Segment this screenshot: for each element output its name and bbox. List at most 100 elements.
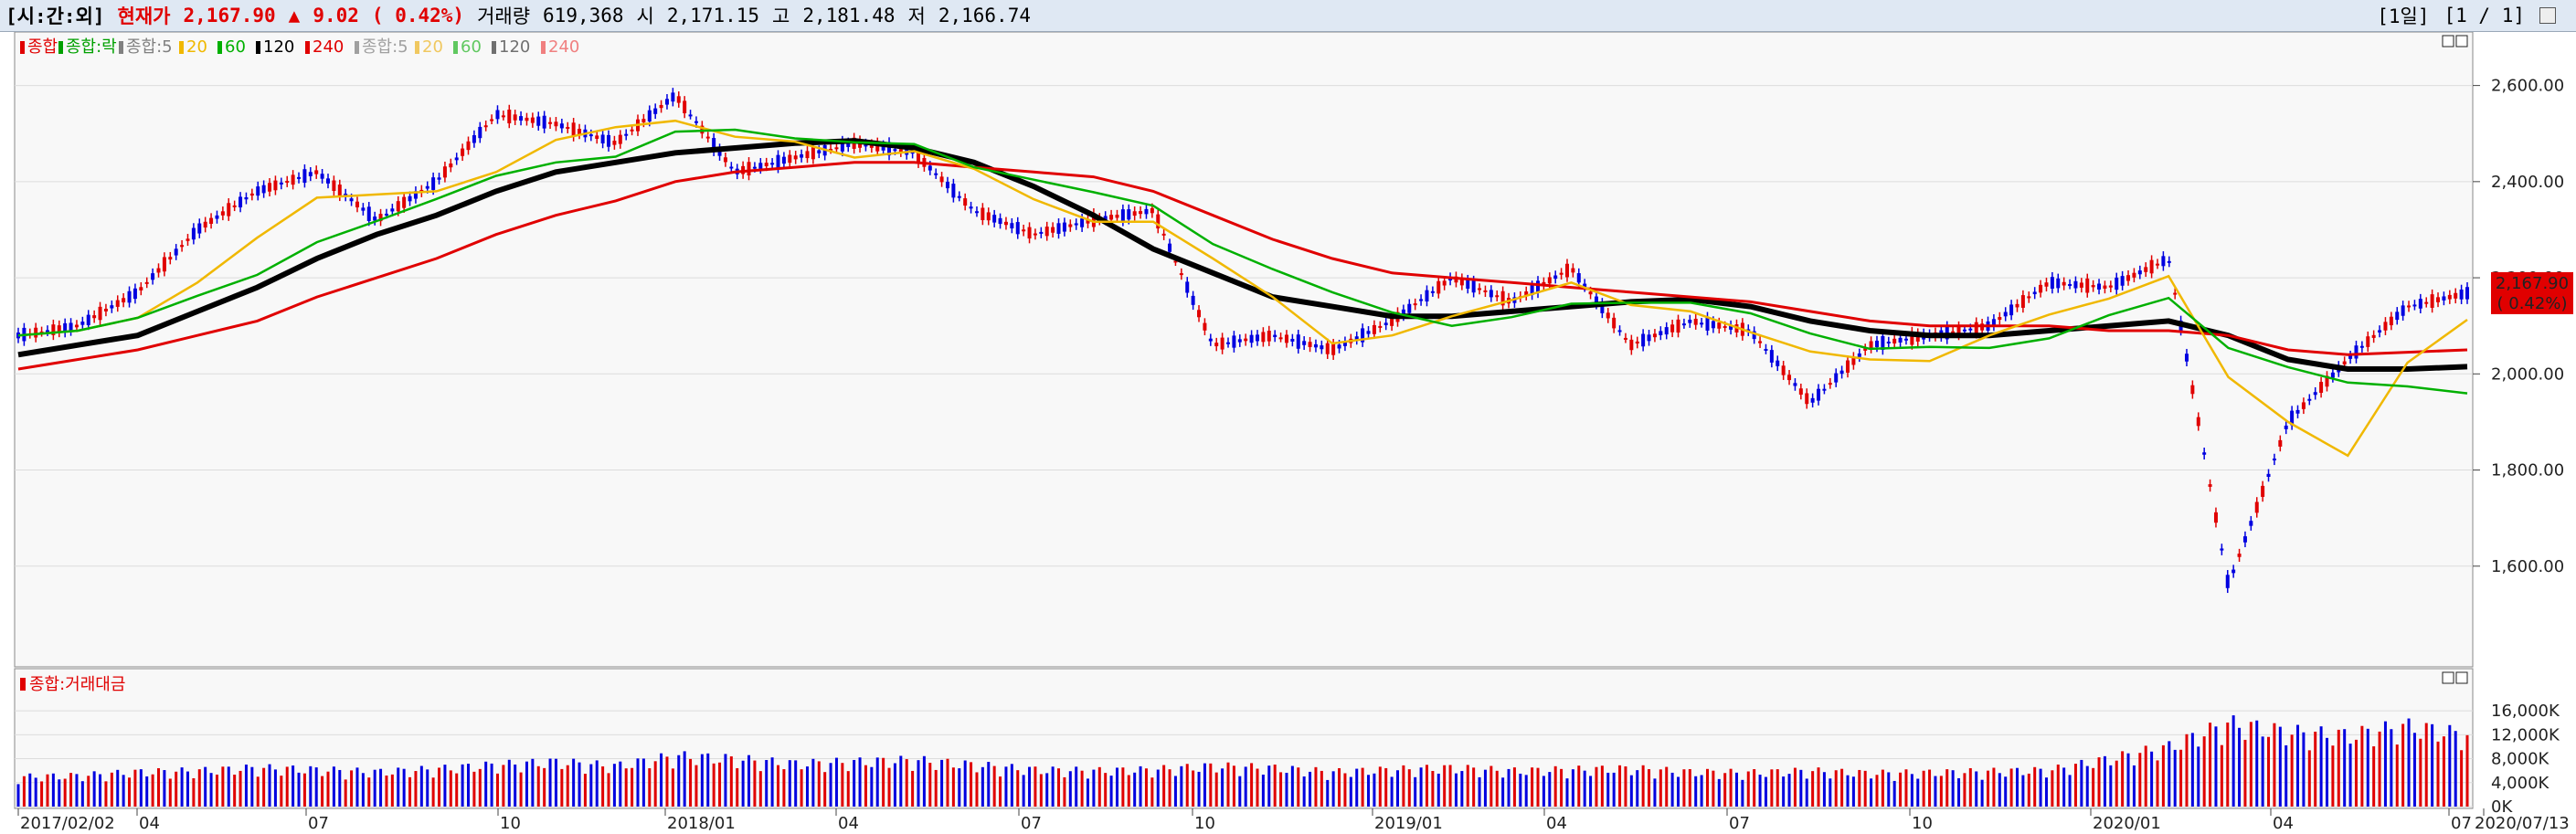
candle-body [1945,325,1949,340]
candle-body [1139,211,1143,215]
candle-body [1419,299,1424,301]
candle-body [1641,333,1646,347]
volume-bar [1168,769,1171,807]
candle-body [483,125,488,128]
volume-value: 619,368 [543,5,624,26]
volume-tick-label: 0K [2491,797,2513,817]
volume-bar [2092,767,2095,807]
volume-bar [1454,773,1458,807]
volume-bar [1536,767,1540,807]
volume-bar [1232,765,1235,807]
candle-body [1261,332,1266,343]
volume-bar [1402,765,1405,807]
date-tick-label: 10 [500,814,521,833]
volume-bar [1209,763,1213,807]
candle-body [2120,276,2125,286]
volume-bar [1688,768,1691,807]
candle-body [74,324,79,328]
volume-bar [250,766,254,807]
volume-bar [2033,766,2037,807]
candle-body [2319,382,2324,394]
candle-body [197,223,202,234]
quote-header-bar: [시:간:외] 현재가 2,167.90 ▲ 9.02 ( 0.42%) 거래량… [0,0,2576,32]
volume-pane-maximize-icon[interactable] [2455,671,2468,684]
candle-body [122,298,126,303]
volume-bar [1887,772,1891,807]
volume-bar [1916,778,1920,807]
candle-body [910,151,915,154]
candle-body [1302,341,1307,345]
volume-bar [2407,718,2411,807]
candle-body [1296,334,1300,349]
candle-body [566,126,570,129]
candle-body [191,227,196,240]
period-selector[interactable]: [1일] [2377,5,2430,27]
volume-bar [1653,778,1657,807]
candle-body [1044,227,1049,237]
volume-bar [1016,770,1020,807]
candle-body [1237,339,1242,343]
date-axis-labels: 2017/02/02 04 07 10 2018/01 04 07 10 2019/01 04 07… [17,808,2570,833]
candle-body [1898,337,1903,343]
candle-body [110,305,114,309]
price-pane-maximize-icon[interactable] [2455,35,2468,48]
volume-bar [1192,770,1195,807]
candle-body [1817,388,1821,401]
volume-bar [753,760,757,807]
candle-body [1652,333,1657,338]
volume-bar [636,758,640,807]
candle-body [2389,316,2393,326]
candle-body [2454,292,2458,299]
candle-body [939,176,944,183]
candle-body [1793,383,1797,386]
price-pane-restore-icon[interactable] [2442,35,2454,48]
volume-bar [1443,765,1447,807]
volume-bar [2243,739,2247,807]
candle-body [1764,348,1768,351]
volume-bar [800,769,803,807]
legend-label: 120 [263,37,294,57]
stock-chart[interactable]: 2,600.002,400.002,200.002,000.001,800.00… [0,32,2576,834]
candle-body [495,110,500,120]
candle-body [2103,285,2107,289]
candle-body [1267,331,1271,342]
candle-body [788,154,792,164]
page-indicator[interactable]: [1 / 1] [2443,5,2525,26]
candle-body [2231,569,2236,574]
volume-bar [414,771,418,807]
candle-body [776,154,780,169]
candle-body [2371,334,2376,338]
candle-body [1127,209,1131,220]
volume-legend: 종합:거래대금 [20,675,125,694]
candle-body [1255,334,1259,342]
candle-body [2225,575,2230,588]
date-tick-label: 2018/01 [667,814,736,833]
volume-bar [157,768,161,807]
candle-body [1606,312,1610,319]
price-pane[interactable] [14,32,2474,668]
volume-bar [461,764,464,807]
volume-bar [1589,776,1593,807]
volume-bar [408,776,412,807]
candle-body [758,163,763,169]
candle-body [2132,272,2136,278]
volume-bar [116,769,120,807]
candle-body [261,185,266,194]
volume-bar [1203,763,1206,807]
volume-bar [2360,725,2364,807]
volume-bar [321,776,324,807]
volume-pane-restore-icon[interactable] [2442,671,2454,684]
session-mode[interactable]: [시:간:외] [5,5,105,27]
candle-body [1962,329,1966,332]
volume-bar [1004,766,1008,807]
candle-body [817,150,822,153]
candle-body [1576,273,1581,283]
window-toggle-icon[interactable] [2539,7,2556,24]
candle-body [694,121,698,123]
candle-body [2407,305,2412,308]
candle-body [1629,339,1634,351]
ma-line-240 [17,161,2468,371]
candle-body [1717,322,1722,329]
volume-bar [531,758,535,807]
candle-body [413,191,418,199]
